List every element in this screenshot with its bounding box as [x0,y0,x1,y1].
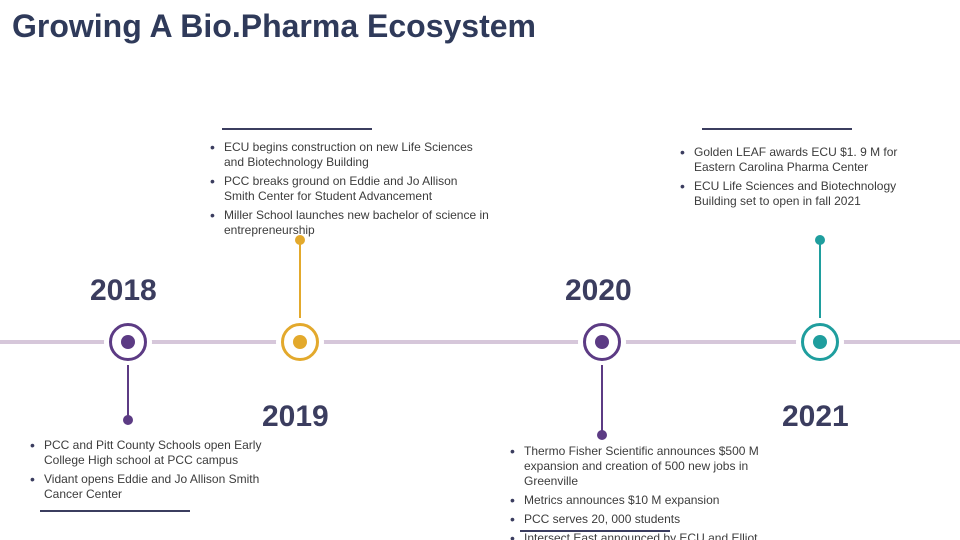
year-label-2018: 2018 [90,274,157,308]
bullet-item: Metrics announces $10 M expansion [510,493,790,508]
stem-2018 [127,365,129,420]
bullet-item: Intersect East announced by ECU and Elli… [510,531,790,540]
divider-2019 [222,128,372,130]
bullet-item: Golden LEAF awards ECU $1. 9 M for Easte… [680,145,930,175]
year-label-2020: 2020 [565,274,632,308]
divider-2021 [702,128,852,130]
timeline-marker-2021 [796,318,844,366]
stem-2019 [299,240,301,318]
bullet-item: PCC breaks ground on Eddie and Jo Alliso… [210,174,490,204]
timeline-marker-2019 [276,318,324,366]
bullet-item: ECU Life Sciences and Biotechnology Buil… [680,179,930,209]
bullets-2019: ECU begins construction on new Life Scie… [210,140,490,242]
timeline-marker-2018 [104,318,152,366]
slide-title: Growing A Bio.Pharma Ecosystem [12,8,536,45]
stem-dot-2020 [597,430,607,440]
bullet-item: Vidant opens Eddie and Jo Allison Smith … [30,472,270,502]
slide: Growing A Bio.Pharma Ecosystem 2018 2019… [0,0,960,540]
year-label-2019: 2019 [262,400,329,434]
bullet-item: ECU begins construction on new Life Scie… [210,140,490,170]
bullets-2021: Golden LEAF awards ECU $1. 9 M for Easte… [680,145,930,213]
divider-2018 [40,510,190,512]
stem-2020 [601,365,603,435]
bullets-2020: Thermo Fisher Scientific announces $500 … [510,444,790,540]
year-label-2021: 2021 [782,400,849,434]
bullets-2018: PCC and Pitt County Schools open Early C… [30,438,270,506]
stem-dot-2018 [123,415,133,425]
stem-dot-2021 [815,235,825,245]
bullet-item: Miller School launches new bachelor of s… [210,208,490,238]
bullet-item: Thermo Fisher Scientific announces $500 … [510,444,790,489]
bullet-item: PCC serves 20, 000 students [510,512,790,527]
stem-2021 [819,240,821,318]
bullet-item: PCC and Pitt County Schools open Early C… [30,438,270,468]
timeline-marker-2020 [578,318,626,366]
